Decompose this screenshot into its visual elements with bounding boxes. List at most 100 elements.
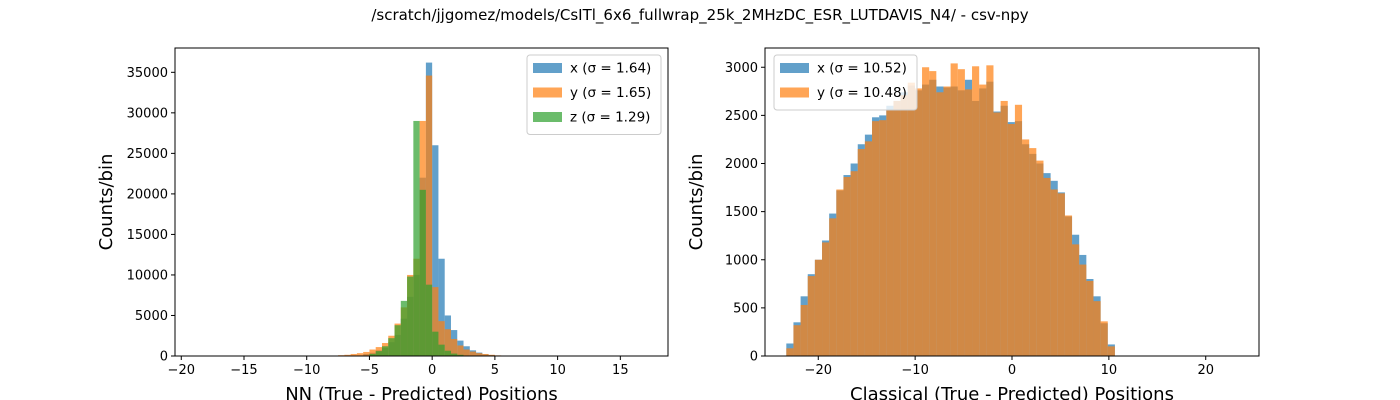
histogram-bar-y (850, 171, 858, 356)
y-tick-label: 0 (750, 350, 758, 365)
histogram-bar-y (986, 65, 994, 356)
histogram-bar-y (369, 349, 376, 356)
histogram-bar-z (425, 284, 433, 356)
histogram-bar-y (793, 325, 801, 356)
histogram-bar-y (463, 349, 470, 356)
x-axis-label: Classical (True - Predicted) Positions (850, 384, 1174, 400)
histogram-bar-y (450, 338, 458, 356)
y-axis-label: Counts/bin (96, 154, 117, 251)
histogram-bar-y (822, 242, 830, 356)
legend-entry-y: y (σ = 1.65) (570, 85, 651, 101)
histogram-bar-y (964, 89, 973, 356)
histogram-bar-y (1022, 139, 1030, 356)
x-tick-label: 5 (491, 363, 499, 378)
histogram-bar-y (1072, 244, 1080, 356)
histogram-bar-z (438, 344, 445, 356)
histogram-bar-y (356, 353, 364, 356)
histogram-bar-y (1057, 193, 1065, 356)
histogram-bar-y (457, 345, 464, 356)
histogram-bar-y (488, 354, 495, 356)
y-tick-label: 15000 (127, 228, 168, 243)
histogram-bar-z (457, 354, 464, 356)
histogram-bar-y (1050, 189, 1058, 356)
legend-swatch-x (533, 63, 562, 73)
y-tick-label: 2000 (725, 157, 758, 172)
y-tick-label: 35000 (127, 66, 168, 81)
histogram-bar-y (957, 69, 965, 356)
y-tick-label: 2500 (725, 109, 758, 124)
x-tick-label: −5 (360, 363, 379, 378)
x-tick-label: −15 (230, 363, 257, 378)
histogram-bar-y (943, 86, 951, 356)
nn-histogram-chart: −20 −15 −10 −5 0 5 10 15 0 5000 10000 15000 20000 250… (96, 47, 669, 400)
legend-entry-x: x (σ = 1.64) (570, 61, 651, 77)
histogram-bar-y (893, 100, 901, 356)
histogram-bar-y (907, 82, 915, 356)
histogram-bar-y (1100, 321, 1108, 356)
y-tick-label: 500 (733, 301, 758, 316)
histogram-bar-y (829, 218, 837, 356)
y-tick-label: 30000 (127, 106, 168, 121)
histogram-bar-y (836, 189, 844, 356)
figure-title: /scratch/jjgomez/models/CsITl_6x6_fullwr… (371, 6, 1028, 25)
y-tick-label: 3000 (725, 61, 758, 76)
legend-box (773, 54, 918, 111)
bars-group (331, 62, 502, 356)
histogram-bar-y (993, 112, 1001, 356)
legend-swatch-z (533, 112, 562, 122)
histogram-bar-y (879, 120, 887, 356)
legend-swatch-y (533, 87, 562, 98)
histogram-bar-y (786, 348, 794, 356)
histogram-bar-y (425, 75, 433, 356)
histogram-bar-z (413, 120, 420, 356)
histogram-bar-y (350, 353, 357, 356)
histogram-bar-y (979, 84, 987, 356)
histogram-bar-y (1014, 104, 1023, 356)
histogram-bar-y (872, 121, 880, 356)
y-tick-label: 1500 (725, 205, 758, 220)
histogram-bar-z (375, 351, 382, 356)
histogram-bar-y (1093, 301, 1101, 356)
histogram-bar-z (394, 325, 401, 356)
x-tick-label: −20 (168, 363, 195, 378)
histogram-bar-y (807, 276, 815, 356)
histogram-bar-y (1043, 177, 1051, 356)
y-tick-label: 25000 (127, 147, 168, 162)
legend-entry-x: x (σ = 10.52) (817, 61, 907, 77)
x-tick-label: 0 (1008, 363, 1016, 378)
histogram-bar-z (381, 346, 389, 356)
histogram-bar-y (936, 92, 944, 356)
histogram-bar-y (482, 353, 489, 356)
histogram-bar-y (950, 63, 958, 356)
legend-entry-y: y (σ = 10.48) (817, 85, 907, 101)
histogram-bar-z (388, 338, 395, 356)
legend-swatch-x (780, 63, 809, 73)
histogram-bar-y (469, 351, 477, 356)
histogram-bar-y (886, 109, 894, 356)
y-tick-label: 5000 (135, 309, 168, 324)
x-axis-label: NN (True - Predicted) Positions (285, 384, 558, 400)
histogram-bar-x (432, 145, 439, 356)
histogram-bar-y (363, 351, 370, 356)
y-tick-label: 0 (160, 350, 168, 365)
legend-swatch-y (780, 87, 809, 98)
y-tick-label: 1000 (725, 253, 758, 268)
x-tick-label: −20 (805, 363, 832, 378)
histogram-bar-z (369, 353, 376, 356)
histogram-bar-y (344, 354, 351, 356)
legend: x (σ = 10.52) y (σ = 10.48) (773, 54, 918, 111)
histogram-bar-x (438, 258, 445, 356)
histogram-bar-y (800, 304, 808, 356)
axes-frame (174, 47, 669, 357)
y-tick-label: 10000 (127, 268, 168, 283)
histogram-bar-y (814, 259, 823, 356)
histogram-bar-z (407, 276, 414, 356)
histogram-bar-y (476, 353, 483, 356)
y-tick-label: 20000 (127, 187, 168, 202)
histogram-bar-z (432, 331, 439, 356)
legend: x (σ = 1.64) y (σ = 1.65) z (σ = 1.29) (526, 54, 662, 135)
histogram-bar-z (450, 353, 458, 356)
x-tick-label: 0 (428, 363, 436, 378)
